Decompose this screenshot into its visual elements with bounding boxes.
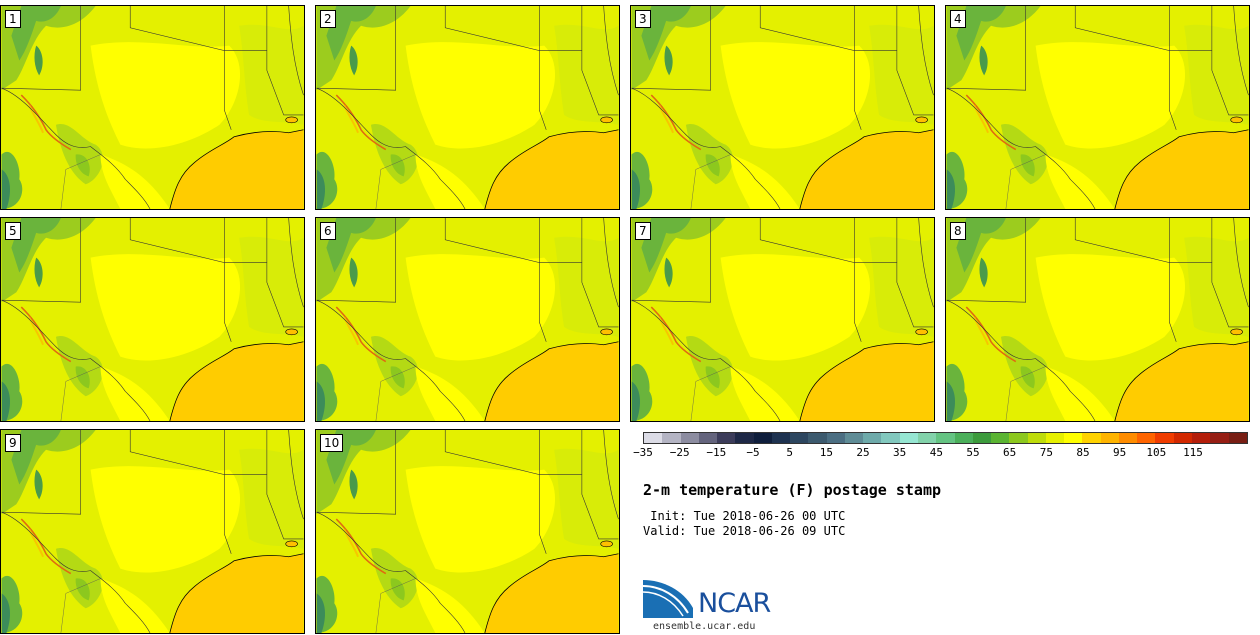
member-map-panel: 2 — [315, 5, 620, 210]
member-map-panel: 3 — [630, 5, 935, 210]
member-map-panel: 10 — [315, 429, 620, 634]
colorbar-swatch — [1100, 433, 1119, 443]
panel-label: 3 — [635, 10, 651, 28]
colorbar-swatch — [936, 433, 955, 443]
colorbar-swatch — [881, 433, 900, 443]
colorbar-swatch — [771, 433, 791, 443]
colorbar-tick-label: 75 — [1039, 446, 1053, 459]
colorbar-swatch — [991, 433, 1010, 443]
panel-label: 9 — [5, 434, 21, 452]
colorbar-swatch — [1064, 433, 1083, 443]
member-map-panel: 1 — [0, 5, 305, 210]
colorbar-swatch — [1045, 433, 1065, 443]
colorbar-swatch — [698, 433, 718, 443]
colorbar-swatch — [1210, 433, 1229, 443]
panel-label: 2 — [320, 10, 336, 28]
colorbar-tick-label: 15 — [819, 446, 833, 459]
colorbar-swatch — [644, 433, 663, 443]
panel-label: 7 — [635, 222, 651, 240]
colorbar-swatch — [1118, 433, 1138, 443]
colorbar-tick-label: 5 — [786, 446, 793, 459]
colorbar-tick-label: −15 — [706, 446, 727, 459]
colorbar-tick-label: 55 — [966, 446, 980, 459]
colorbar-tick-label: 115 — [1183, 446, 1203, 459]
colorbar-swatch — [1027, 433, 1046, 443]
colorbar-tick-label: 45 — [929, 446, 943, 459]
colorbar-swatch — [735, 433, 754, 443]
colorbar-swatch — [917, 433, 937, 443]
colorbar-swatch — [1082, 433, 1101, 443]
colorbar-tick-label: 35 — [893, 446, 907, 459]
member-map-panel: 8 — [945, 217, 1250, 422]
colorbar-swatch — [1009, 433, 1028, 443]
temperature-map — [631, 6, 934, 209]
panel-label: 1 — [5, 10, 21, 28]
colorbar-swatch — [954, 433, 973, 443]
temperature-map — [1, 6, 304, 209]
logo-wordmark: NCAR — [698, 588, 771, 619]
panel-label: 5 — [5, 222, 21, 240]
colorbar-swatch — [1191, 433, 1211, 443]
colorbar-swatch — [680, 433, 699, 443]
temperature-map — [1, 430, 304, 633]
temperature-map — [316, 430, 619, 633]
colorbar-tick-label: 95 — [1113, 446, 1127, 459]
member-map-panel: 4 — [945, 5, 1250, 210]
colorbar-swatch — [1173, 433, 1192, 443]
colorbar-tick-label: 25 — [856, 446, 870, 459]
colorbar-tick-label: 105 — [1146, 446, 1167, 459]
temperature-map — [946, 218, 1249, 421]
colorbar-swatch — [1228, 433, 1247, 443]
colorbar-tick-labels: −35 −25 −15 −5 5 15 25 35 45 55 65 75 85 95 105 115 — [633, 446, 1248, 466]
member-map-panel: 7 — [630, 217, 935, 422]
colorbar-swatch — [662, 433, 681, 443]
temperature-map — [316, 6, 619, 209]
temperature-map — [1, 218, 304, 421]
plot-title: 2-m temperature (F) postage stamp — [643, 481, 942, 499]
panel-label: 6 — [320, 222, 336, 240]
panel-label: 8 — [950, 222, 966, 240]
colorbar-tick-label: 85 — [1076, 446, 1090, 459]
member-map-panel: 5 — [0, 217, 305, 422]
colorbar-tick-label: −25 — [669, 446, 690, 459]
init-time: Init: Tue 2018-06-26 00 UTC — [643, 509, 846, 523]
member-map-panel: 9 — [0, 429, 305, 634]
colorbar-tick-label: −5 — [746, 446, 760, 459]
temperature-map — [316, 218, 619, 421]
colorbar-swatch — [826, 433, 845, 443]
temperature-map — [946, 6, 1249, 209]
colorbar-swatch — [863, 433, 882, 443]
colorbar-swatch — [899, 433, 918, 443]
valid-time: Valid: Tue 2018-06-26 09 UTC — [643, 524, 846, 538]
colorbar-tick-label: −35 — [633, 446, 653, 459]
member-map-panel: 6 — [315, 217, 620, 422]
colorbar-swatch — [753, 433, 772, 443]
panel-label: 4 — [950, 10, 966, 28]
logo-url: ensemble.ucar.edu — [653, 621, 756, 632]
colorbar-swatch — [1155, 433, 1174, 443]
colorbar-swatch — [790, 433, 809, 443]
colorbar-swatch — [972, 433, 992, 443]
ncar-logo-icon — [643, 580, 693, 618]
colorbar-swatch — [1137, 433, 1156, 443]
panel-label: 10 — [320, 434, 344, 452]
temperature-map — [631, 218, 934, 421]
colorbar-swatch — [844, 433, 864, 443]
colorbar-swatch — [717, 433, 736, 443]
colorbar-tick-label: 65 — [1003, 446, 1017, 459]
colorbar-swatch — [808, 433, 827, 443]
temperature-colorbar — [643, 432, 1248, 444]
